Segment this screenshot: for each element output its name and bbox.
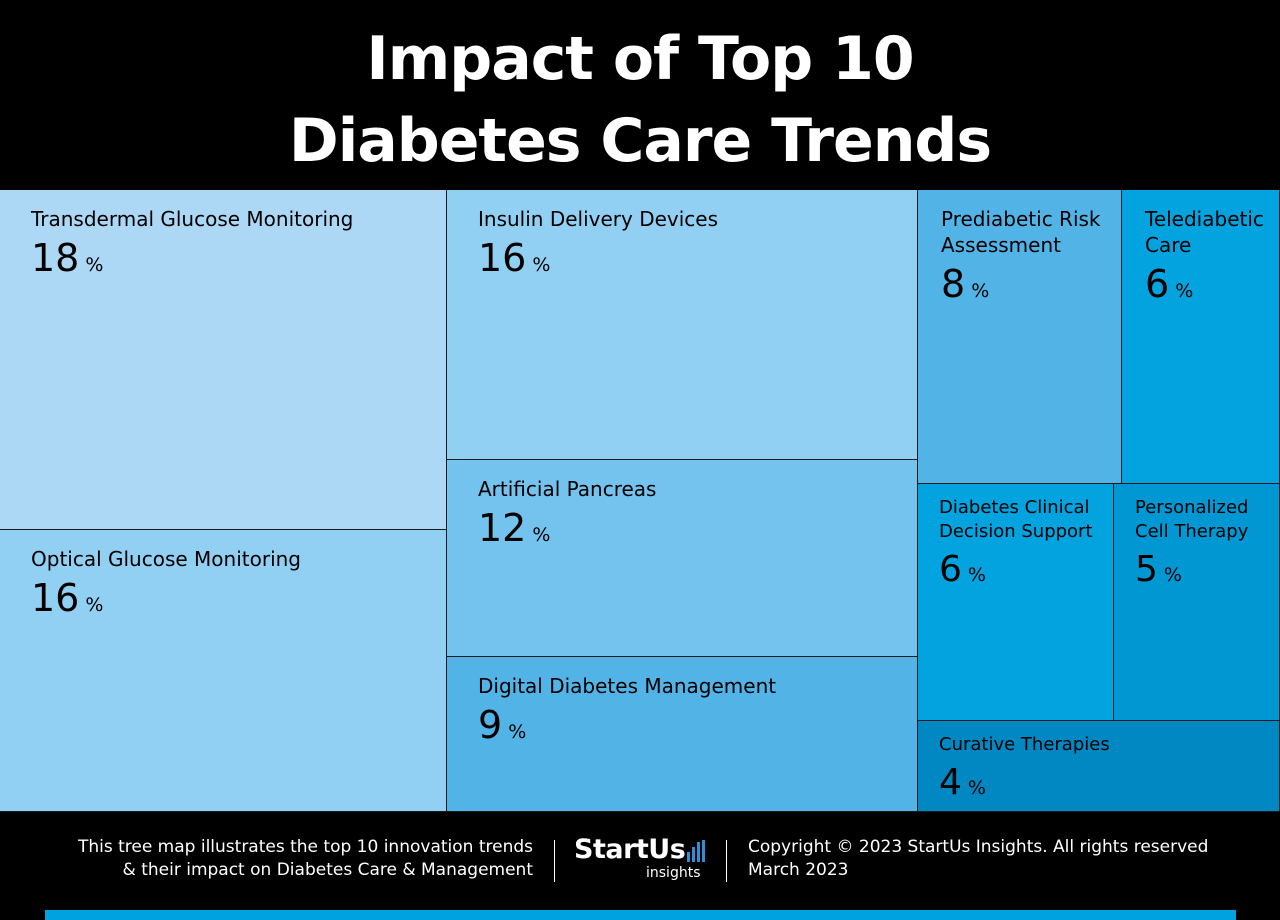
footer-description-line-1: This tree map illustrates the top 10 inn… <box>77 837 533 857</box>
treemap-tile: Prediabetic Risk Assessment 8% <box>918 190 1122 484</box>
tile-label: Digital Diabetes Management <box>478 674 777 698</box>
chart-title: Impact of Top 10 Diabetes Care Trends <box>0 18 1280 182</box>
tile-value-number: 9 <box>478 703 503 747</box>
tile-value: 4% <box>939 761 1271 811</box>
tile-value-number: 5 <box>1135 549 1158 590</box>
tile-value-unit: % <box>85 594 104 616</box>
footer-divider-left <box>554 840 555 882</box>
title-line-2: Diabetes Care Trends <box>288 106 992 176</box>
tile-value: 6% <box>1145 262 1271 314</box>
tile-value-number: 4 <box>939 762 962 803</box>
startus-insights-logo: StartUs insights <box>574 834 710 884</box>
tile-value-unit: % <box>971 280 990 302</box>
footer-description-line-2: & their impact on Diabetes Care & Manage… <box>122 860 533 880</box>
tile-value: 6% <box>939 548 1105 598</box>
treemap-tile: Artificial Pancreas 12% <box>447 460 918 657</box>
footer-divider-right <box>726 840 727 882</box>
tile-value: 12% <box>478 506 909 558</box>
tile-label: Optical Glucose Monitoring <box>31 547 301 571</box>
tile-value-number: 8 <box>941 262 966 306</box>
tile-value: 18% <box>31 236 438 288</box>
tile-value-number: 16 <box>31 576 80 620</box>
treemap-tile: Personalized Cell Therapy 5% <box>1114 484 1280 721</box>
treemap-tile: Optical Glucose Monitoring 16% <box>0 530 447 812</box>
date-line: March 2023 <box>748 860 849 880</box>
tile-label: Transdermal Glucose Monitoring <box>31 207 354 231</box>
logo-bars-icon <box>687 840 707 862</box>
footer: This tree map illustrates the top 10 inn… <box>0 812 1280 910</box>
footer-description: This tree map illustrates the top 10 inn… <box>13 836 533 882</box>
tile-value-unit: % <box>1175 280 1194 302</box>
treemap-tile: Insulin Delivery Devices 16% <box>447 190 918 460</box>
tile-label: Personalized Cell Therapy <box>1135 497 1249 542</box>
treemap-tile: Digital Diabetes Management 9% <box>447 657 918 812</box>
logo-main-text: StartUs <box>574 834 686 865</box>
tile-label: Prediabetic Risk Assessment <box>941 207 1101 257</box>
copyright-line: Copyright © 2023 StartUs Insights. All r… <box>748 837 1209 857</box>
tile-value-number: 6 <box>1145 262 1170 306</box>
tile-value-unit: % <box>532 254 551 276</box>
tile-value-number: 16 <box>478 236 527 280</box>
tile-label: Curative Therapies <box>939 734 1110 755</box>
tile-label: Artificial Pancreas <box>478 477 657 501</box>
tile-value-unit: % <box>967 564 986 586</box>
tile-value: 16% <box>31 576 438 628</box>
treemap: Transdermal Glucose Monitoring 18% Optical… <box>0 190 1280 812</box>
title-line-1: Impact of Top 10 <box>366 24 914 94</box>
tile-label: Telediabetic Care <box>1145 207 1264 257</box>
tile-value: 16% <box>478 236 909 288</box>
tile-value-unit: % <box>1163 564 1182 586</box>
tile-value: 5% <box>1135 548 1271 598</box>
tile-value: 8% <box>941 262 1113 314</box>
tile-value-unit: % <box>85 254 104 276</box>
tile-value-unit: % <box>967 777 986 799</box>
tile-value-number: 6 <box>939 549 962 590</box>
bottom-accent-bar <box>45 910 1236 920</box>
tile-value-number: 18 <box>31 236 80 280</box>
tile-value-unit: % <box>532 524 551 546</box>
treemap-tile: Diabetes Clinical Decision Support 6% <box>918 484 1114 721</box>
tile-label: Insulin Delivery Devices <box>478 207 719 231</box>
treemap-tile: Curative Therapies 4% <box>918 721 1280 812</box>
tile-value-number: 12 <box>478 506 527 550</box>
logo-sub-text: insights <box>646 865 701 881</box>
tile-value-unit: % <box>508 721 527 743</box>
treemap-tile: Transdermal Glucose Monitoring 18% <box>0 190 447 530</box>
treemap-tile: Telediabetic Care 6% <box>1122 190 1280 484</box>
tile-label: Diabetes Clinical Decision Support <box>939 497 1093 542</box>
footer-copyright: Copyright © 2023 StartUs Insights. All r… <box>748 836 1268 882</box>
tile-value: 9% <box>478 703 909 755</box>
